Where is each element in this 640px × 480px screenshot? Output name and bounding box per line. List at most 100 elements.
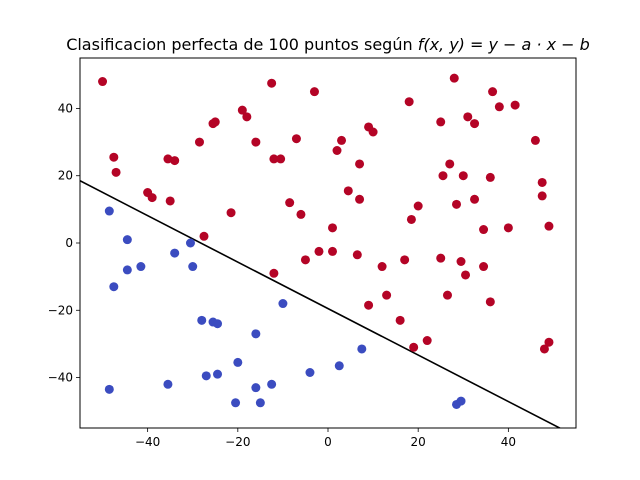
data-point-positive — [530, 135, 540, 145]
data-point-positive — [210, 117, 220, 127]
data-point-negative — [201, 371, 211, 381]
data-point-positive — [436, 117, 446, 127]
data-point-positive — [413, 201, 423, 211]
y-axis: −40 −20 0 20 40 — [48, 101, 80, 385]
data-point-positive — [539, 344, 549, 354]
decision-boundary-line — [80, 180, 562, 428]
data-point-positive — [377, 262, 387, 272]
y-tick-label: −40 — [48, 371, 73, 385]
data-point-positive — [479, 262, 489, 272]
data-point-positive — [409, 342, 419, 352]
data-point-positive — [537, 191, 547, 201]
data-point-positive — [242, 112, 252, 122]
data-point-positive — [194, 137, 204, 147]
data-point-positive — [445, 159, 455, 169]
data-point-positive — [109, 152, 119, 162]
data-point-positive — [436, 253, 446, 263]
x-tick-label: −40 — [135, 435, 160, 449]
svg-text:Clasificacion perfecta de 100: Clasificacion perfecta de 100 puntos seg… — [66, 35, 590, 54]
data-point-negative — [456, 396, 466, 406]
data-point-negative — [357, 344, 367, 354]
data-point-positive — [400, 255, 410, 265]
data-point-negative — [231, 398, 241, 408]
data-point-positive — [442, 290, 452, 300]
data-point-positive — [170, 156, 180, 166]
data-point-positive — [291, 134, 301, 144]
data-point-negative — [109, 282, 119, 292]
y-tick-label: 40 — [58, 101, 73, 115]
data-point-negative — [255, 398, 265, 408]
data-point-positive — [296, 209, 306, 219]
data-point-positive — [452, 199, 462, 209]
data-point-positive — [269, 268, 279, 278]
data-point-positive — [510, 100, 520, 110]
x-tick-label: 20 — [411, 435, 426, 449]
data-point-positive — [267, 78, 277, 88]
data-point-positive — [276, 154, 286, 164]
chart-title-text: Clasificacion perfecta de 100 puntos seg… — [66, 35, 412, 54]
data-point-positive — [461, 270, 471, 280]
data-point-positive — [251, 137, 261, 147]
data-point-negative — [267, 379, 277, 389]
data-point-positive — [368, 127, 378, 137]
data-point-positive — [226, 208, 236, 218]
data-point-negative — [170, 248, 180, 258]
data-point-positive — [352, 250, 362, 260]
data-point-positive — [300, 255, 310, 265]
data-point-negative — [251, 383, 261, 393]
data-point-negative — [136, 262, 146, 272]
data-point-positive — [494, 102, 504, 112]
data-point-positive — [199, 231, 209, 241]
data-point-positive — [269, 154, 279, 164]
data-point-positive — [237, 105, 247, 115]
data-point-positive — [544, 337, 554, 347]
data-point-positive — [364, 300, 374, 310]
data-point-positive — [328, 246, 338, 256]
data-point-positive — [537, 177, 547, 187]
data-point-positive — [98, 77, 108, 87]
data-point-negative — [251, 329, 261, 339]
data-point-negative — [122, 265, 132, 275]
x-tick-label: 40 — [501, 435, 516, 449]
data-point-positive — [470, 194, 480, 204]
chart-title: Clasificacion perfecta de 100 puntos seg… — [66, 35, 590, 54]
y-tick-label: −20 — [48, 303, 73, 317]
data-point-positive — [422, 336, 432, 346]
data-point-negative — [185, 238, 195, 248]
data-point-positive — [395, 315, 405, 325]
data-point-positive — [470, 119, 480, 129]
data-point-negative — [163, 379, 173, 389]
data-point-positive — [147, 193, 157, 203]
data-point-positive — [328, 223, 338, 233]
data-point-positive — [343, 186, 353, 196]
data-point-negative — [334, 361, 344, 371]
data-point-positive — [449, 73, 459, 83]
data-point-positive — [309, 87, 319, 97]
data-point-negative — [278, 299, 288, 309]
x-tick-label: −20 — [225, 435, 250, 449]
data-point-positive — [458, 171, 468, 181]
data-point-positive — [438, 171, 448, 181]
data-point-negative — [122, 235, 132, 245]
data-point-positive — [332, 146, 342, 155]
data-point-negative — [233, 357, 243, 367]
data-point-positive — [355, 194, 365, 204]
data-points — [98, 73, 554, 409]
y-tick-label: 20 — [58, 169, 73, 183]
data-point-positive — [463, 112, 473, 122]
data-point-negative — [104, 206, 114, 216]
plot-area — [80, 73, 562, 428]
data-point-positive — [355, 159, 365, 169]
data-point-positive — [503, 223, 513, 233]
data-point-negative — [213, 319, 223, 329]
data-point-positive — [479, 225, 489, 235]
plot-frame — [79, 57, 577, 429]
data-point-negative — [188, 262, 198, 272]
x-tick-label: 0 — [324, 435, 332, 449]
data-point-negative — [213, 369, 223, 379]
data-point-positive — [337, 135, 347, 145]
data-point-positive — [163, 154, 173, 164]
data-point-positive — [406, 214, 416, 224]
data-point-positive — [314, 246, 324, 256]
